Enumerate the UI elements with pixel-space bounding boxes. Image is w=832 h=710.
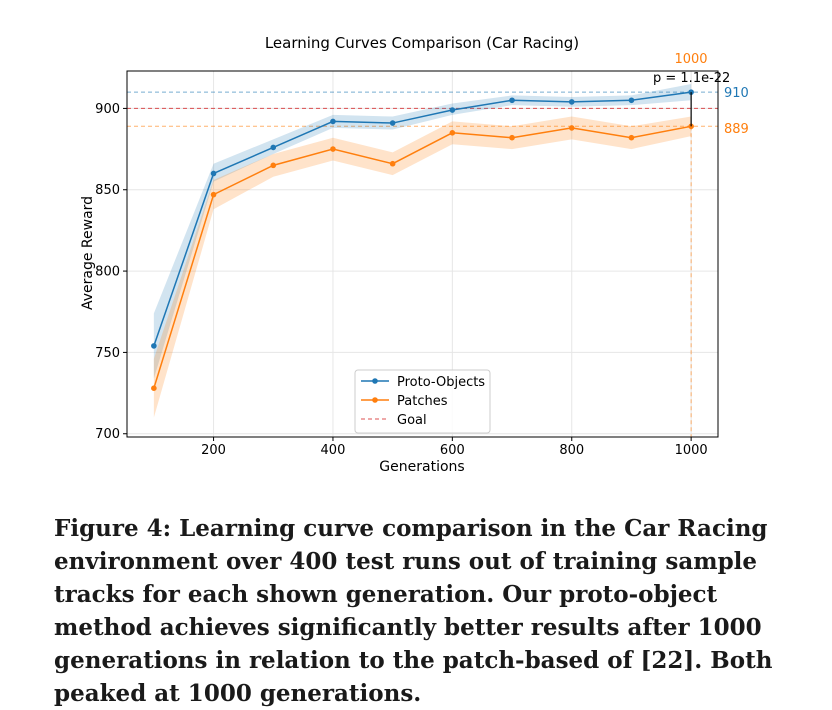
chart-title: Learning Curves Comparison (Car Racing) (265, 34, 579, 52)
data-point-proto-objects (509, 97, 515, 104)
data-point-proto-objects (330, 118, 336, 125)
data-point-patches (151, 385, 157, 392)
tick-layer: 200 400 600 800 1000 700 750 800 850 900 (95, 102, 708, 458)
axes-frame (126, 70, 719, 438)
data-point-proto-objects (270, 144, 277, 151)
chart-svg: 200 400 600 800 1000 700 750 800 850 900 Learning… (80, 34, 749, 475)
series-line-patches (153, 125, 692, 389)
data-point-proto-objects (151, 343, 157, 349)
proto-final-value-label: 910 (724, 86, 749, 101)
x-tick-label: 800 (559, 443, 584, 458)
data-point-patches (389, 160, 396, 167)
data-point-patches (568, 125, 575, 131)
x-tick-label: 200 (201, 443, 226, 458)
data-point-patches (449, 130, 456, 136)
data-point-patches (270, 162, 277, 169)
x-tick-label: 1000 (675, 443, 708, 458)
data-point-patches (509, 134, 515, 141)
peak-generation-label: 1000 (674, 52, 707, 67)
data-point-proto-objects (389, 120, 396, 126)
legend-label-patches: Patches (397, 394, 448, 409)
y-tick-label: 900 (95, 102, 120, 117)
y-tick-label: 800 (95, 265, 120, 280)
data-point-patches (330, 146, 336, 152)
data-point-proto-objects (449, 107, 456, 113)
y-tick-label: 750 (95, 346, 120, 361)
legend-entry-proto-objects: Proto-Objects (361, 375, 485, 390)
legend-entry-patches: Patches (361, 394, 448, 409)
data-point-patches (210, 191, 217, 198)
figure-caption: Figure 4: Learning curve comparison in t… (54, 515, 773, 707)
legend-entry-goal: Goal (361, 413, 427, 428)
data-point-proto-objects (568, 99, 575, 105)
x-axis-label: Generations (379, 459, 464, 475)
legend-marker-patches (372, 397, 378, 403)
data-point-proto-objects (210, 170, 217, 177)
patches-final-value-label: 889 (724, 122, 749, 137)
chart: 200 400 600 800 1000 700 750 800 850 900 Learning… (80, 34, 749, 475)
legend-label-proto-objects: Proto-Objects (397, 375, 485, 390)
legend-label-goal: Goal (397, 413, 427, 428)
y-axis-label: Average Reward (80, 196, 96, 310)
confidence-bands (153, 84, 692, 418)
p-value-label: p = 1.1e-22 (653, 71, 730, 86)
data-point-patches (628, 134, 635, 141)
confidence-band-patches (153, 116, 692, 418)
x-tick-label: 600 (440, 443, 465, 458)
y-tick-label: 850 (95, 183, 120, 198)
reference-lines (127, 91, 718, 437)
legend-marker-proto-objects (372, 378, 378, 384)
series-layer (151, 89, 694, 392)
data-point-proto-objects (628, 97, 635, 104)
y-tick-label: 700 (95, 427, 120, 442)
series-line-proto-objects (153, 91, 692, 347)
legend: Proto-Objects Patches Goal (354, 369, 491, 434)
legend-box (354, 369, 491, 434)
x-tick-label: 400 (321, 443, 346, 458)
